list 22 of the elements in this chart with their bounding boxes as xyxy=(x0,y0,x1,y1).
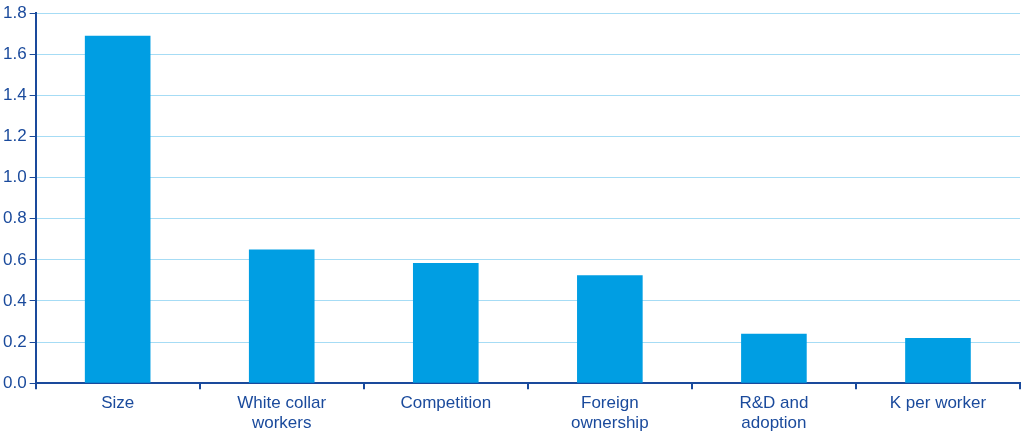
x-tick-label: K per worker xyxy=(889,393,987,413)
bar xyxy=(577,275,643,383)
x-tick-label: Competition xyxy=(400,393,492,413)
y-tick-label: 1.4 xyxy=(2,85,27,105)
y-tick-label: 0.8 xyxy=(2,208,27,228)
y-tick-label: 1.0 xyxy=(2,167,27,187)
x-tick-label: White collar workers xyxy=(237,393,327,433)
y-tick-label: 1.8 xyxy=(2,2,27,22)
y-tick-label: 0.4 xyxy=(2,290,27,310)
bar xyxy=(741,333,807,383)
y-tick-label: 0.0 xyxy=(2,372,27,392)
x-tick-label: Size xyxy=(101,393,135,413)
y-tick-label: 1.2 xyxy=(2,126,27,146)
bar xyxy=(84,35,151,383)
y-tick-label: 0.2 xyxy=(2,331,27,351)
bar xyxy=(248,249,315,383)
x-tick-label: R&D and adoption xyxy=(739,393,809,433)
bar xyxy=(412,262,479,383)
y-tick-label: 1.6 xyxy=(2,44,27,63)
bar xyxy=(905,337,971,383)
y-tick-label: 0.6 xyxy=(2,249,27,269)
x-tick-label: Foreign ownership xyxy=(571,393,649,433)
